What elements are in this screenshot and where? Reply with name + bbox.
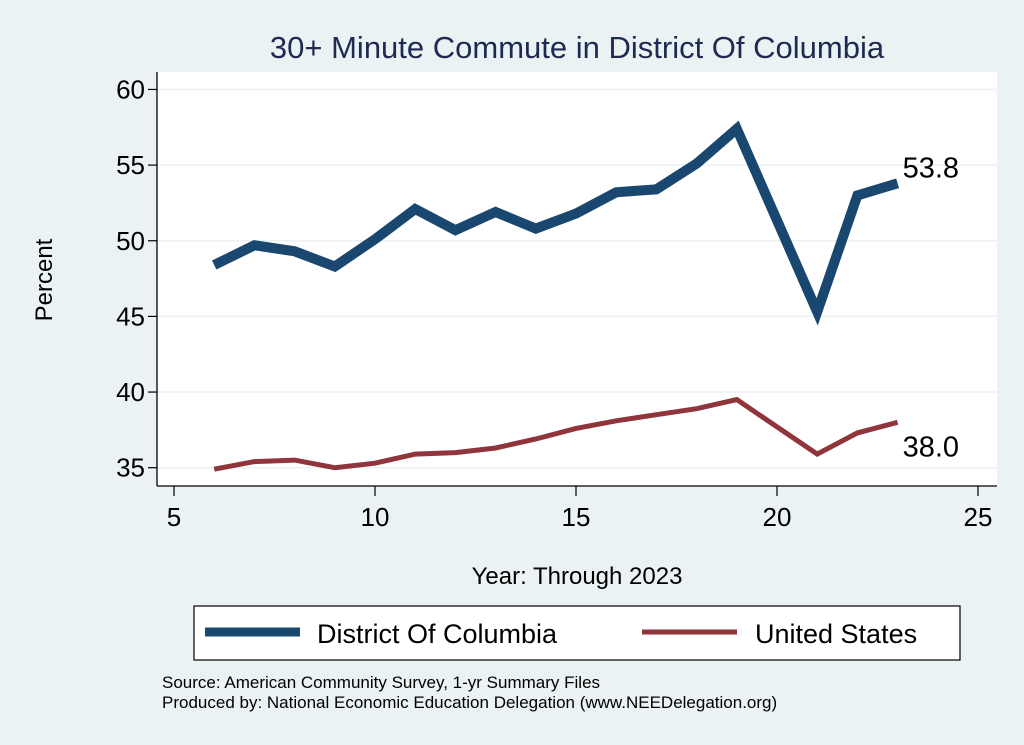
y-tick-labels: 35 40 45 50 55 60 bbox=[116, 74, 145, 482]
chart-title: 30+ Minute Commute in District Of Columb… bbox=[270, 30, 885, 65]
legend: District Of Columbia United States bbox=[193, 605, 961, 661]
x-tick-label: 15 bbox=[562, 502, 591, 532]
y-tick-label: 45 bbox=[116, 301, 145, 331]
x-tick-label: 10 bbox=[361, 502, 390, 532]
y-tick-label: 60 bbox=[116, 74, 145, 104]
series-line-united-states bbox=[213, 396, 899, 472]
end-labels: 53.8 38.0 bbox=[903, 152, 959, 463]
series-line-district-of-columbia bbox=[211, 120, 900, 326]
legend-box bbox=[193, 605, 961, 661]
plot-area bbox=[157, 72, 997, 486]
y-tick-label: 50 bbox=[116, 226, 145, 256]
gridlines bbox=[157, 88, 997, 469]
y-tick-label: 40 bbox=[116, 377, 145, 407]
axes bbox=[148, 72, 997, 496]
x-axis-title: Year: Through 2023 bbox=[472, 563, 683, 590]
y-tick-label: 55 bbox=[116, 150, 145, 180]
end-label-united-states: 38.0 bbox=[903, 431, 959, 463]
y-tick-label: 35 bbox=[116, 453, 145, 483]
legend-label-district-of-columbia: District Of Columbia bbox=[317, 619, 558, 649]
source-note: Source: American Community Survey, 1-yr … bbox=[162, 673, 600, 692]
producer-note: Produced by: National Economic Education… bbox=[162, 693, 777, 712]
x-tick-label: 25 bbox=[964, 502, 993, 532]
series-layer bbox=[211, 120, 900, 472]
x-tick-label: 5 bbox=[167, 502, 181, 532]
x-tick-label: 20 bbox=[763, 502, 792, 532]
y-axis-title: Percent bbox=[31, 238, 58, 321]
x-tick-labels: 5 10 15 20 25 bbox=[167, 502, 993, 532]
end-label-district-of-columbia: 53.8 bbox=[903, 152, 959, 184]
legend-label-united-states: United States bbox=[755, 619, 917, 649]
